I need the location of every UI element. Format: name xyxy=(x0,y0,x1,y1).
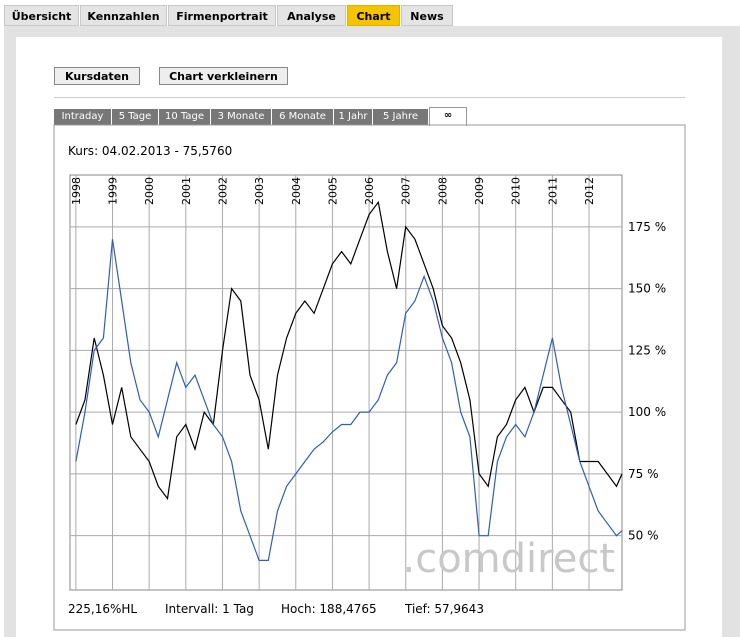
nav-tab[interactable]: News xyxy=(401,5,453,26)
period-tab[interactable]: 5 Jahre xyxy=(373,109,429,125)
nav-tab[interactable]: Chart xyxy=(347,5,400,26)
nav-tab[interactable]: Analyse xyxy=(277,5,346,26)
nav-tab[interactable]: Kennzahlen xyxy=(80,5,167,26)
x-tick-label: 2004 xyxy=(290,177,303,205)
footer-text: Intervall: 1 Tag xyxy=(165,602,254,616)
x-tick-label: 2006 xyxy=(363,177,376,205)
y-tick-label: 175 % xyxy=(628,220,666,234)
x-tick-label: 2002 xyxy=(216,177,229,205)
x-tick-label: 2001 xyxy=(180,177,193,205)
x-tick-label: 1998 xyxy=(70,177,83,205)
divider xyxy=(54,97,685,98)
y-tick-label: 50 % xyxy=(628,529,659,543)
nav-tab[interactable]: Firmenportrait xyxy=(168,5,276,26)
period-tab[interactable]: 6 Monate xyxy=(272,109,334,125)
chart-caption: Kurs: 04.02.2013 - 75,5760 xyxy=(68,144,232,158)
watermark: .comdirect xyxy=(403,536,616,582)
x-tick-label: 2000 xyxy=(143,177,156,205)
period-tab[interactable]: 5 Tage xyxy=(112,109,159,125)
chart-box xyxy=(53,124,686,631)
x-tick-label: 2012 xyxy=(583,177,596,205)
period-tab[interactable]: 10 Tage xyxy=(159,109,211,125)
plot-area xyxy=(69,174,623,591)
period-tab[interactable]: 1 Jahr xyxy=(334,109,373,125)
period-tab[interactable]: Intraday xyxy=(54,109,112,125)
nav-tab[interactable]: Übersicht xyxy=(4,5,79,26)
x-tick-label: 2003 xyxy=(253,177,266,205)
y-tick-label: 100 % xyxy=(628,405,666,419)
x-tick-label: 2005 xyxy=(326,177,339,205)
x-tick-label: 2008 xyxy=(436,177,449,205)
x-tick-label: 2007 xyxy=(400,177,413,205)
period-tab[interactable]: 3 Monate xyxy=(211,109,272,125)
x-tick-label: 2011 xyxy=(546,177,559,205)
x-tick-label: 2010 xyxy=(510,177,523,205)
footer-text: Tief: 57,9643 xyxy=(404,602,484,616)
series-line xyxy=(75,239,623,561)
y-tick-label: 150 % xyxy=(628,282,666,296)
x-tick-label: 2009 xyxy=(473,177,486,205)
button[interactable]: Chart verkleinern xyxy=(159,67,288,85)
footer-text: 225,16%HL xyxy=(68,602,137,616)
y-tick-label: 75 % xyxy=(628,467,659,481)
x-tick-label: 1999 xyxy=(107,177,120,205)
footer-text: Hoch: 188,4765 xyxy=(281,602,377,616)
period-tab[interactable]: ∞ xyxy=(429,107,467,126)
y-tick-label: 125 % xyxy=(628,343,666,357)
button[interactable]: Kursdaten xyxy=(54,67,140,85)
